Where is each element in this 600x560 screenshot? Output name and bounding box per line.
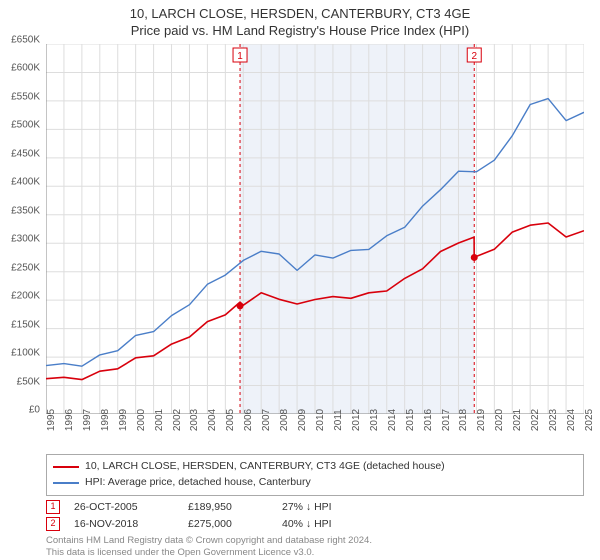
sale-price: £275,000 [188, 518, 268, 530]
sales-table: 1 26-OCT-2005 £189,950 27% ↓ HPI 2 16-NOV-201… [46, 500, 584, 531]
sale-row: 2 16-NOV-2018 £275,000 40% ↓ HPI [46, 517, 584, 531]
legend-label-red: 10, LARCH CLOSE, HERSDEN, CANTERBURY, CT… [85, 459, 445, 475]
x-tick-label: 2017 [441, 409, 452, 431]
x-tick-label: 2002 [172, 409, 183, 431]
x-tick-label: 2004 [207, 409, 218, 431]
legend-row-blue: HPI: Average price, detached house, Cant… [53, 475, 577, 491]
legend-row-red: 10, LARCH CLOSE, HERSDEN, CANTERBURY, CT… [53, 459, 577, 475]
chart-svg: 12 [46, 44, 584, 414]
x-tick-label: 2000 [136, 409, 147, 431]
y-tick-label: £0 [29, 405, 40, 416]
x-tick-label: 2007 [261, 409, 272, 431]
legend-swatch-blue [53, 482, 79, 484]
y-tick-label: £250K [11, 262, 40, 273]
address-title: 10, LARCH CLOSE, HERSDEN, CANTERBURY, CT… [0, 6, 600, 21]
title-block: 10, LARCH CLOSE, HERSDEN, CANTERBURY, CT… [0, 0, 600, 40]
x-tick-label: 2008 [279, 409, 290, 431]
legend-swatch-red [53, 466, 79, 468]
y-tick-label: £400K [11, 177, 40, 188]
y-tick-label: £450K [11, 148, 40, 159]
y-tick-label: £50K [17, 376, 40, 387]
x-axis-labels: 1995 1996 1997 1998 1999 2000 2001 2002 2003 2004… [46, 410, 584, 446]
x-tick-label: 1997 [82, 409, 93, 431]
chart-area: 12 [46, 44, 584, 414]
sale-price: £189,950 [188, 501, 268, 513]
y-tick-label: £200K [11, 291, 40, 302]
subtitle: Price paid vs. HM Land Registry's House … [0, 23, 600, 38]
x-tick-label: 2018 [458, 409, 469, 431]
sale-marker: 2 [46, 517, 60, 531]
x-tick-label: 2006 [243, 409, 254, 431]
x-tick-label: 2021 [512, 409, 523, 431]
x-tick-label: 2010 [315, 409, 326, 431]
sale-delta: 27% ↓ HPI [282, 501, 382, 513]
y-tick-label: £650K [11, 35, 40, 46]
x-tick-label: 2013 [369, 409, 380, 431]
x-tick-label: 2015 [405, 409, 416, 431]
y-tick-label: £350K [11, 205, 40, 216]
y-tick-label: £500K [11, 120, 40, 131]
y-tick-label: £550K [11, 91, 40, 102]
x-tick-label: 1998 [100, 409, 111, 431]
y-tick-label: £300K [11, 234, 40, 245]
x-tick-label: 2025 [584, 409, 595, 431]
x-tick-label: 2014 [387, 409, 398, 431]
sale-delta: 40% ↓ HPI [282, 518, 382, 530]
x-tick-label: 2005 [225, 409, 236, 431]
footer-line2: This data is licensed under the Open Gov… [46, 547, 584, 559]
x-tick-label: 2003 [189, 409, 200, 431]
x-tick-label: 2011 [333, 409, 344, 431]
svg-text:2: 2 [471, 51, 477, 62]
sale-row: 1 26-OCT-2005 £189,950 27% ↓ HPI [46, 500, 584, 514]
x-tick-label: 1995 [46, 409, 57, 431]
x-tick-label: 2001 [154, 409, 165, 431]
y-tick-label: £600K [11, 63, 40, 74]
x-tick-label: 2020 [494, 409, 505, 431]
y-axis-labels: £0£50K£100K£150K£200K£250K£300K£350K£400… [0, 40, 44, 410]
x-tick-label: 2016 [423, 409, 434, 431]
sale-date: 26-OCT-2005 [74, 501, 174, 513]
footer: Contains HM Land Registry data © Crown c… [46, 535, 584, 560]
sale-marker: 1 [46, 500, 60, 514]
x-tick-label: 2023 [548, 409, 559, 431]
footer-line1: Contains HM Land Registry data © Crown c… [46, 535, 584, 547]
x-tick-label: 2022 [530, 409, 541, 431]
legend: 10, LARCH CLOSE, HERSDEN, CANTERBURY, CT… [46, 454, 584, 496]
y-tick-label: £150K [11, 319, 40, 330]
y-tick-label: £100K [11, 348, 40, 359]
x-tick-label: 1996 [64, 409, 75, 431]
sale-date: 16-NOV-2018 [74, 518, 174, 530]
svg-text:1: 1 [237, 51, 243, 62]
x-tick-label: 2019 [476, 409, 487, 431]
x-tick-label: 2012 [351, 409, 362, 431]
x-tick-label: 2009 [297, 409, 308, 431]
legend-label-blue: HPI: Average price, detached house, Cant… [85, 475, 311, 491]
x-tick-label: 2024 [566, 409, 577, 431]
x-tick-label: 1999 [118, 409, 129, 431]
